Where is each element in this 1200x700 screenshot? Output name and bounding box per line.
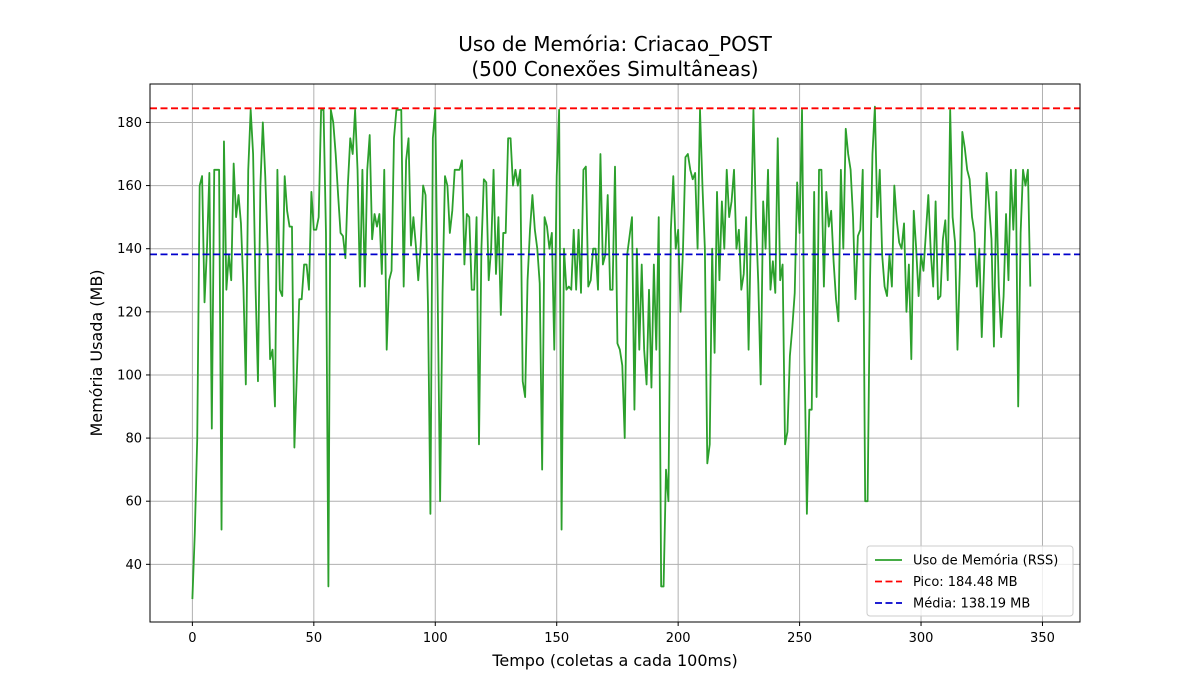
legend-label: Uso de Memória (RSS): [913, 554, 1058, 569]
legend-entry-mean: Média: 138.19 MB: [875, 597, 1030, 612]
y-tick-label: 40: [125, 558, 142, 573]
legend: Uso de Memória (RSS) Pico: 184.48 MB Média…: [866, 545, 1074, 617]
legend-box: [866, 545, 1074, 617]
plot-frame: [149, 83, 1081, 623]
y-axis: 40 60 80 100 120 140 160 180: [117, 116, 150, 573]
y-tick-label: 80: [125, 432, 142, 447]
y-tick-label: 180: [117, 116, 142, 131]
y-tick-label: 160: [117, 179, 142, 194]
x-axis: 0 50 100 150 200 250 300 350: [188, 622, 1055, 646]
x-tick-label: 350: [1030, 631, 1055, 646]
chart-subtitle: (500 Conexões Simultâneas): [471, 57, 758, 81]
x-tick-label: 100: [423, 631, 448, 646]
plot-area: [150, 105, 1080, 600]
x-tick-label: 50: [306, 631, 323, 646]
legend-label: Pico: 184.48 MB: [913, 575, 1018, 590]
y-tick-label: 60: [125, 495, 142, 510]
x-tick-label: 250: [787, 631, 812, 646]
legend-entry-rss: Uso de Memória (RSS): [875, 554, 1058, 569]
chart-title: Uso de Memória: Criacao_POST: [458, 32, 772, 56]
y-tick-label: 120: [117, 305, 142, 320]
y-tick-label: 100: [117, 368, 142, 383]
x-tick-label: 150: [544, 631, 569, 646]
x-tick-label: 200: [666, 631, 691, 646]
x-axis-label: Tempo (coletas a cada 100ms): [491, 651, 737, 670]
legend-label: Média: 138.19 MB: [913, 597, 1030, 612]
y-axis-label: Memória Usada (MB): [87, 269, 106, 436]
x-tick-label: 0: [188, 631, 196, 646]
y-tick-label: 140: [117, 242, 142, 257]
memory-rss-line: [191, 105, 1032, 600]
legend-entry-peak: Pico: 184.48 MB: [875, 575, 1018, 590]
x-tick-label: 300: [909, 631, 934, 646]
